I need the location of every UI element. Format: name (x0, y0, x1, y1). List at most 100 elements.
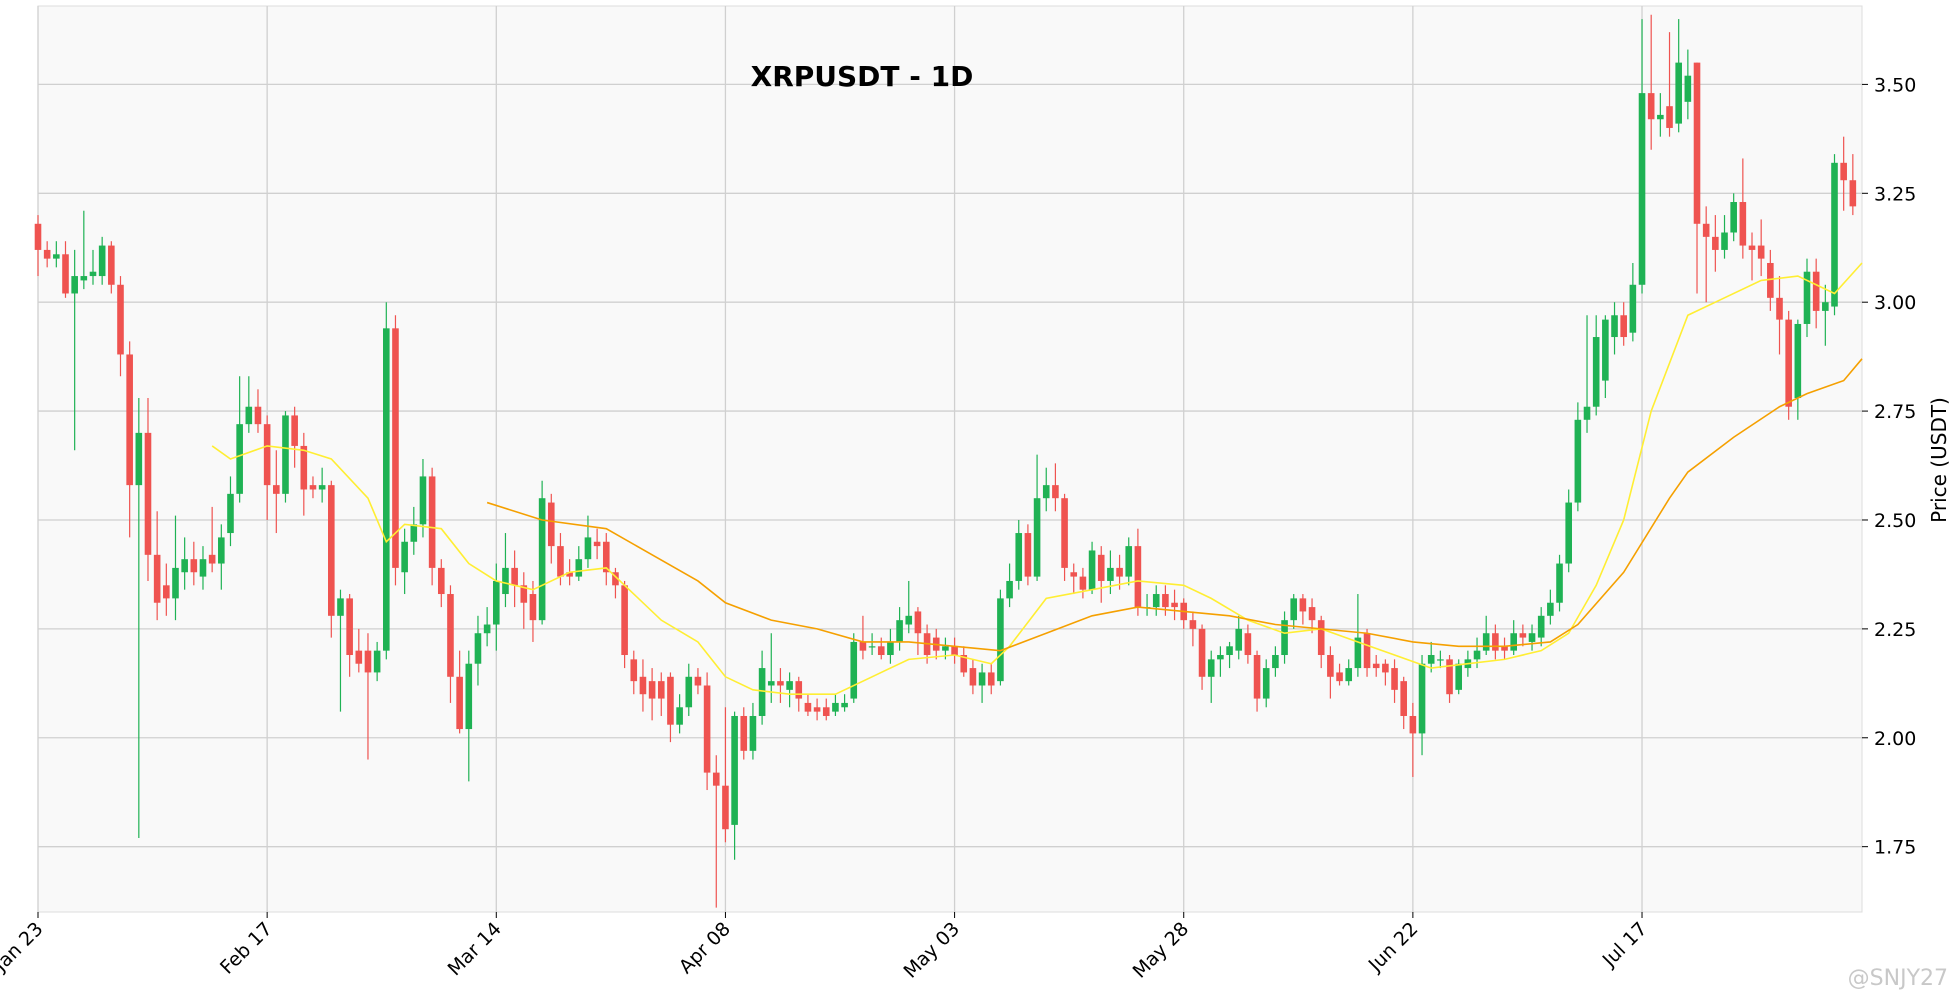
candle-body (1519, 633, 1527, 638)
candle-body (1134, 546, 1142, 608)
candle-body (1042, 485, 1050, 499)
candle-body (355, 650, 363, 664)
candle-body (383, 328, 390, 651)
y-axis-label: Price (USDT) (1927, 397, 1951, 523)
moving-average-line (486, 358, 1863, 652)
candle-body (1849, 180, 1857, 207)
candle-body (1840, 162, 1847, 181)
candle-body (1492, 633, 1499, 651)
candle-body (822, 707, 830, 716)
candle-body (1354, 637, 1362, 669)
candle-body (1437, 659, 1444, 661)
candle-body (694, 676, 702, 686)
candle-body (942, 646, 949, 651)
x-tick-label: Mar 14 (444, 918, 506, 980)
candle-body (841, 702, 848, 708)
candle-body (795, 681, 803, 699)
candle-body (1125, 546, 1133, 577)
candle-body (1317, 620, 1325, 656)
x-tick-label: Jul 17 (1598, 918, 1652, 972)
candle-body (1812, 271, 1820, 311)
candle-body (1253, 655, 1261, 699)
candle-body (1657, 114, 1664, 120)
candle-body (1244, 633, 1252, 656)
y-tick-label: 2.00 (1874, 728, 1916, 750)
candle-body (172, 567, 179, 599)
candle-body (1620, 315, 1627, 338)
candle-body (98, 245, 106, 277)
candle-body (483, 624, 491, 634)
candle-body (163, 585, 170, 599)
candle-body (181, 559, 188, 573)
candle-body (1455, 663, 1463, 690)
x-tick-label: May 03 (899, 918, 964, 983)
candle-body (300, 445, 308, 490)
candle-body (960, 655, 968, 673)
candle-body (630, 659, 638, 682)
candle-body (1748, 245, 1756, 250)
candle-body (648, 681, 656, 699)
candle-body (1785, 319, 1792, 407)
candle-body (309, 485, 317, 490)
candle-body (877, 646, 885, 656)
candle-body (731, 715, 738, 825)
candle-body (1006, 580, 1013, 599)
candle-body (1281, 620, 1288, 656)
candle-body (1528, 633, 1536, 642)
candle-body (1070, 572, 1078, 577)
candle-body (529, 594, 537, 621)
candle-body (511, 567, 518, 586)
candle-body (346, 598, 353, 656)
candle-body (465, 663, 473, 730)
candle-body (43, 249, 51, 259)
candle-body (364, 650, 372, 673)
candle-body (1272, 655, 1279, 669)
moving-average-line (211, 262, 1863, 696)
candle-body (850, 641, 858, 699)
candle-body (236, 424, 243, 494)
candle-body (89, 271, 97, 277)
candle-body (80, 276, 88, 281)
candle-body (1675, 62, 1682, 124)
candle-body (767, 681, 775, 686)
candle-body (1308, 607, 1316, 621)
candle-body (1372, 663, 1380, 669)
candle-body (868, 646, 876, 648)
candle-body (593, 541, 601, 547)
candle-body (71, 276, 78, 294)
candle-body (520, 585, 528, 603)
candle-body (1446, 659, 1453, 695)
candle-body (1592, 337, 1600, 407)
x-tick-label: Jun 22 (1364, 918, 1423, 977)
candle-body (456, 676, 463, 730)
candle-body (1767, 262, 1774, 298)
y-tick-label: 2.25 (1874, 619, 1916, 641)
candle-body (1574, 419, 1582, 503)
chart-title: XRPUSDT - 1D (751, 60, 974, 93)
candle-body (712, 772, 720, 786)
candle-body (190, 559, 198, 573)
candle-body (1162, 594, 1169, 608)
candle-body (263, 424, 271, 486)
candle-body (1822, 302, 1829, 311)
y-tick-label: 3.25 (1874, 183, 1916, 205)
candle-body (1739, 202, 1747, 246)
candle-body (1702, 223, 1710, 237)
candle-body (1198, 628, 1206, 677)
x-tick-label: Feb 17 (216, 918, 277, 979)
candle-body (859, 641, 867, 651)
candle-body (1757, 245, 1765, 259)
candle-body (1217, 655, 1224, 660)
candle-body (392, 328, 399, 568)
candle-body (1730, 202, 1737, 233)
candle-body (1638, 93, 1646, 285)
candle-body (667, 676, 674, 725)
candle-body (1803, 271, 1811, 324)
candle-body (804, 702, 812, 712)
candle-body (34, 223, 42, 250)
candle-body (282, 415, 289, 494)
candle-body (1684, 75, 1692, 102)
candle-body (1235, 628, 1243, 651)
candle-body (997, 598, 1004, 682)
candle-body (410, 524, 418, 542)
